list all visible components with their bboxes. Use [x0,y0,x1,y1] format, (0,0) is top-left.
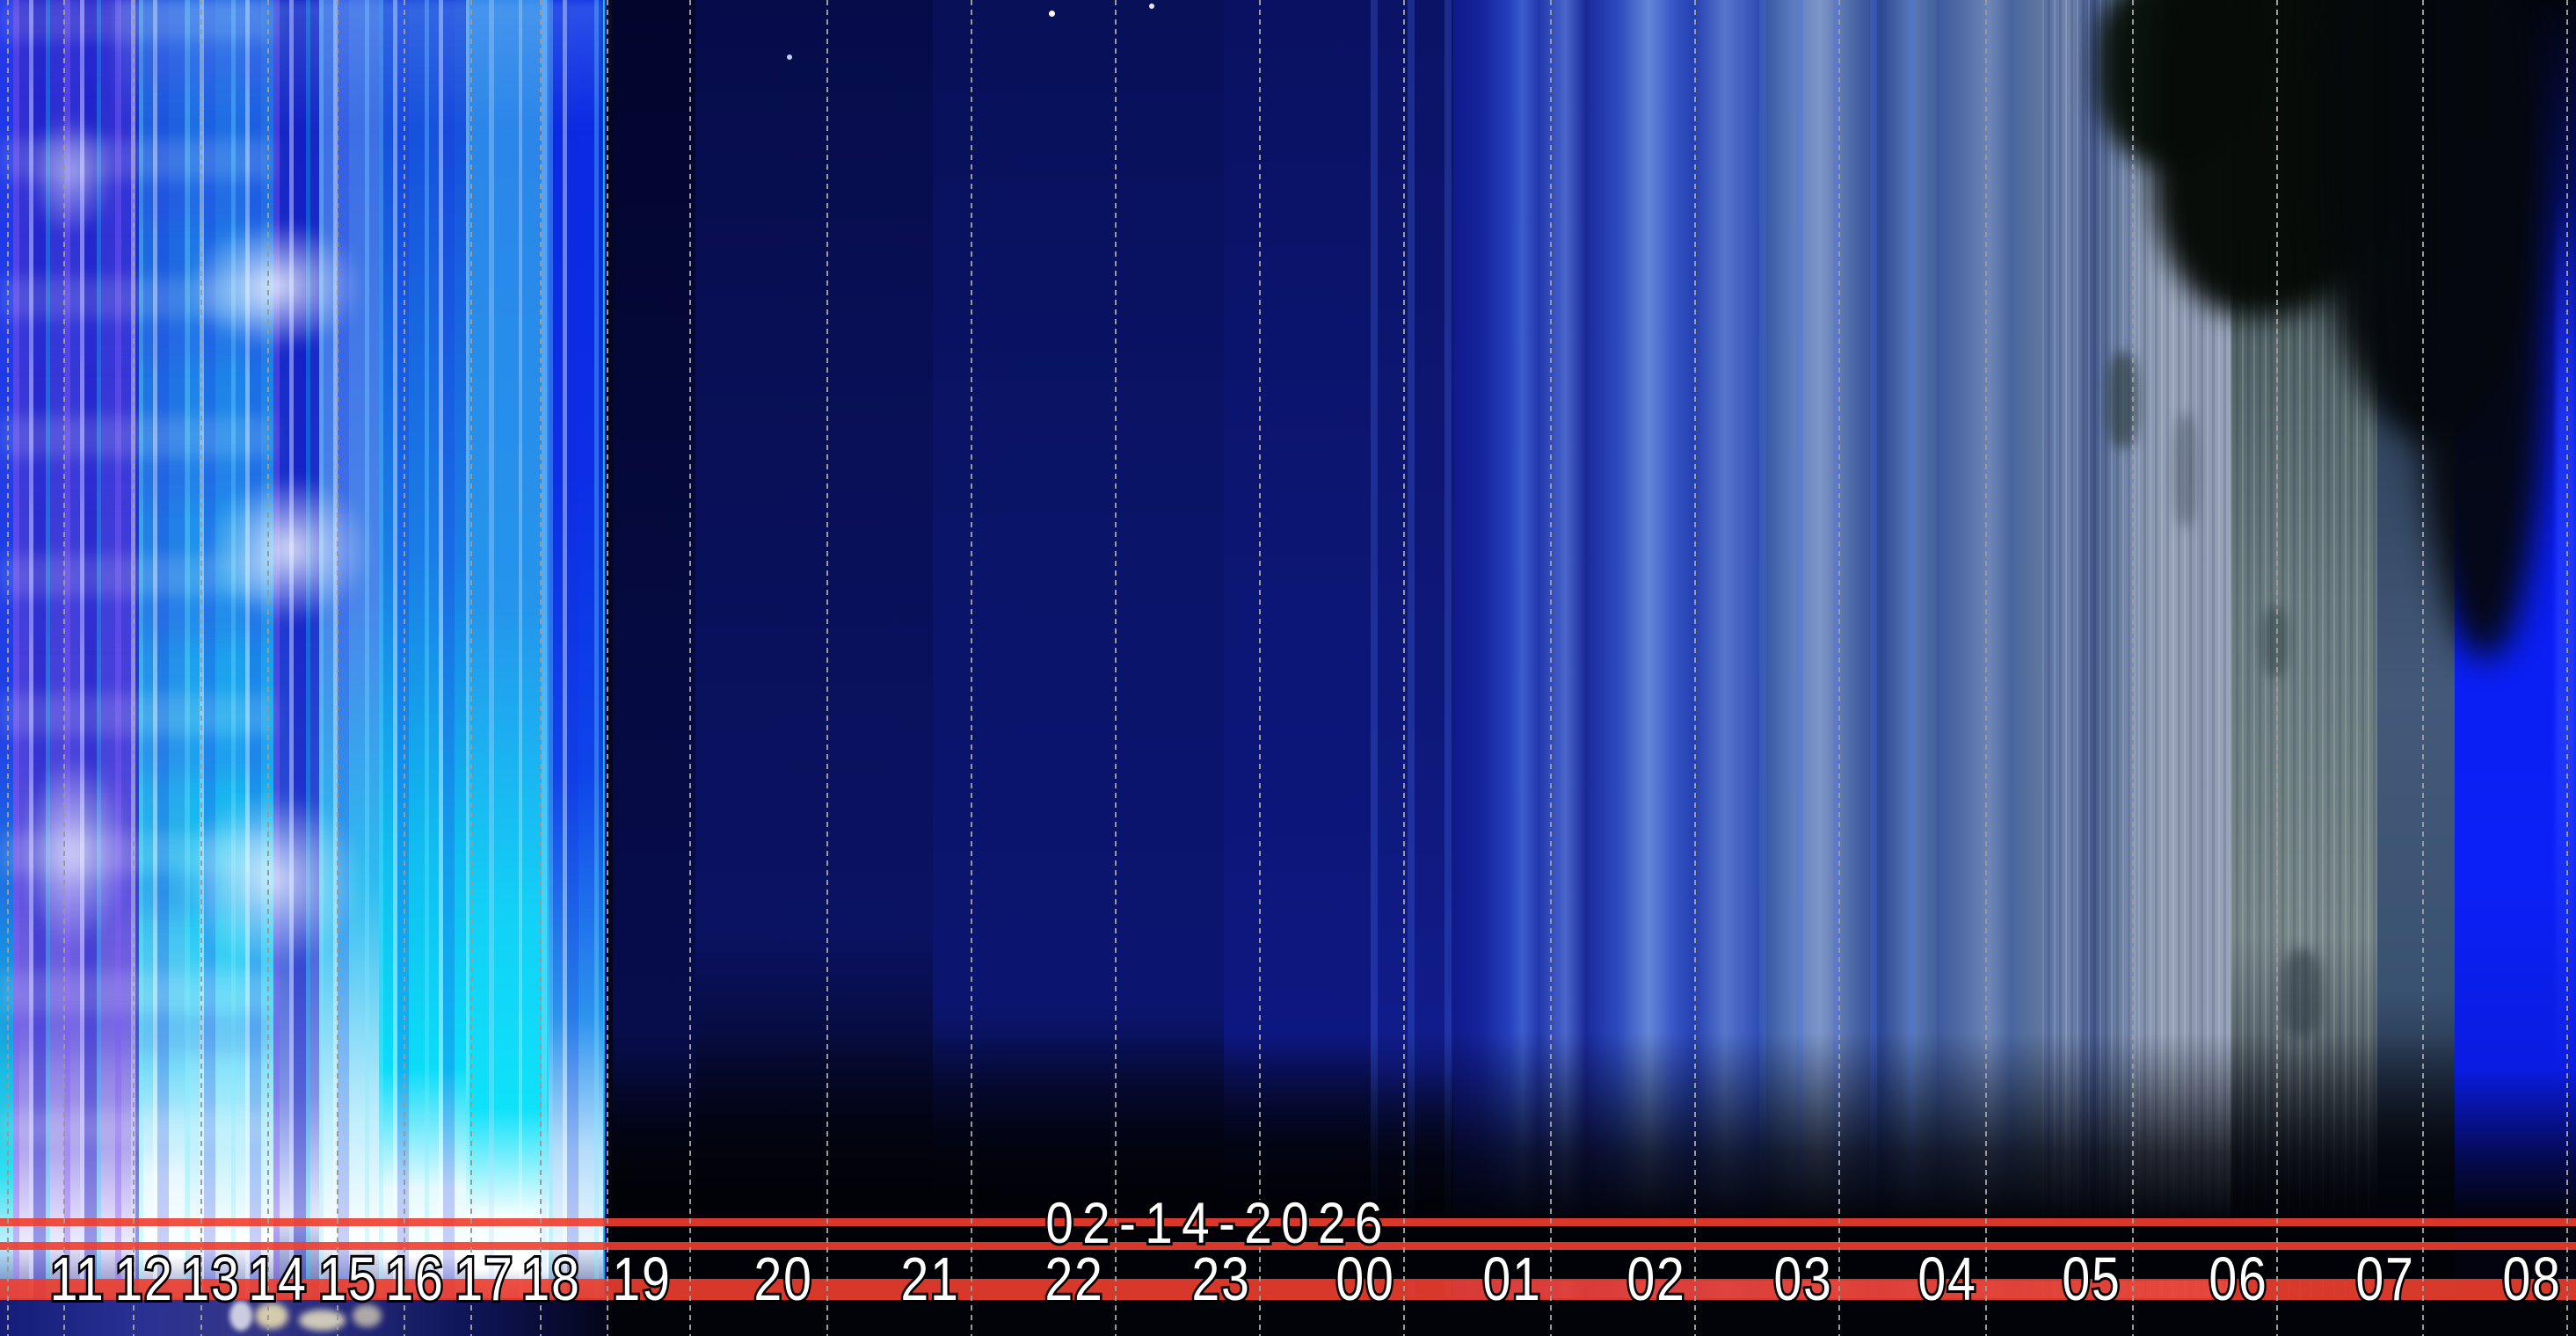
sun-reflection [229,1301,253,1331]
hour-label: 02 [1625,1245,1686,1313]
hour-gridline [1693,0,1696,1336]
hour-label: 11 [47,1245,106,1313]
star [1048,11,1055,17]
hour-label: 18 [520,1245,581,1313]
cloud-blob [185,220,367,352]
cloud-blob [206,475,374,624]
dark-wisp [2261,606,2288,677]
sun-reflection [255,1303,289,1329]
hour-gridline [6,0,9,1336]
hour-label: 19 [610,1245,672,1313]
hour-label: 14 [246,1245,309,1313]
date-label: 02-14-2026 [1044,1190,1392,1255]
hour-gridline [826,0,828,1336]
hour-gridline [607,0,609,1336]
hour-gridline [2276,0,2279,1336]
stripes-purple-texture [273,0,320,1336]
timebar-red-stripe [0,1218,2576,1226]
stripes-cyan-texture [139,0,186,1336]
hour-gridline [200,0,202,1336]
hour-gridline [1838,0,1841,1336]
hour-label: 07 [2354,1245,2415,1313]
keogram-column [0,0,13,1336]
hour-gridline [540,0,542,1336]
dark-wisp [2281,949,2321,1037]
hour-label: 13 [179,1245,241,1313]
cloud-blob [15,756,132,949]
timebar-red-stripe [0,1279,2576,1300]
hour-gridline [336,0,338,1336]
stripes-cyan-texture [319,0,379,1336]
keogram-column [319,0,379,1336]
hour-label: 17 [453,1245,514,1313]
hour-gridline [2565,0,2568,1336]
night-horizon-darkening [608,1033,2456,1281]
hour-label: 12 [113,1245,174,1313]
hour-label: 21 [899,1245,960,1313]
star [787,54,793,60]
hour-label: 20 [752,1245,813,1313]
hour-gridline [1402,0,1405,1336]
hour-gridline [2132,0,2135,1336]
hour-label: 01 [1481,1245,1542,1313]
keogram-column [466,0,549,1336]
hour-label: 22 [1043,1245,1104,1313]
keogram-column [139,0,186,1336]
hour-label: 04 [1916,1245,1977,1313]
star [1148,4,1154,9]
day-top-haze [115,0,606,132]
keogram-column [549,0,603,1336]
cloud-blob [25,114,116,237]
cloud-blob [175,791,368,967]
keogram-column [273,0,320,1336]
stripes-cyan-texture [549,0,603,1336]
hour-gridline [970,0,972,1336]
hour-gridline [1258,0,1261,1336]
hour-label: 15 [317,1245,378,1313]
hour-gridline [1114,0,1117,1336]
bottom-strip-night [608,1298,2576,1336]
hour-label: 16 [383,1245,445,1313]
timebar-red-stripe [0,1242,2576,1250]
hour-label: 00 [1334,1245,1395,1313]
hour-gridline [63,0,66,1336]
keogram-column [12,0,140,1336]
hour-gridline [266,0,269,1336]
hour-label: 05 [2060,1245,2121,1313]
dark-wisp [2173,413,2198,527]
hour-gridline [1549,0,1552,1336]
hour-label: 06 [2207,1245,2268,1313]
hour-gridline [470,0,473,1336]
streaks-light-texture [466,0,549,1336]
hour-gridline [2421,0,2424,1336]
tree-silhouette-droop [2411,0,2545,659]
hour-gridline [404,0,405,1336]
hour-gridline [689,0,692,1336]
hour-gridline [1985,0,1988,1336]
hour-label: 03 [1772,1245,1833,1313]
sun-reflection [353,1304,382,1327]
stripes-cyan-texture [378,0,467,1336]
hour-label: 08 [2500,1245,2562,1313]
morning-blue-edge-glow [2555,193,2576,1090]
hour-label: 23 [1190,1245,1251,1313]
hour-gridline [133,0,135,1336]
keogram-column [378,0,467,1336]
